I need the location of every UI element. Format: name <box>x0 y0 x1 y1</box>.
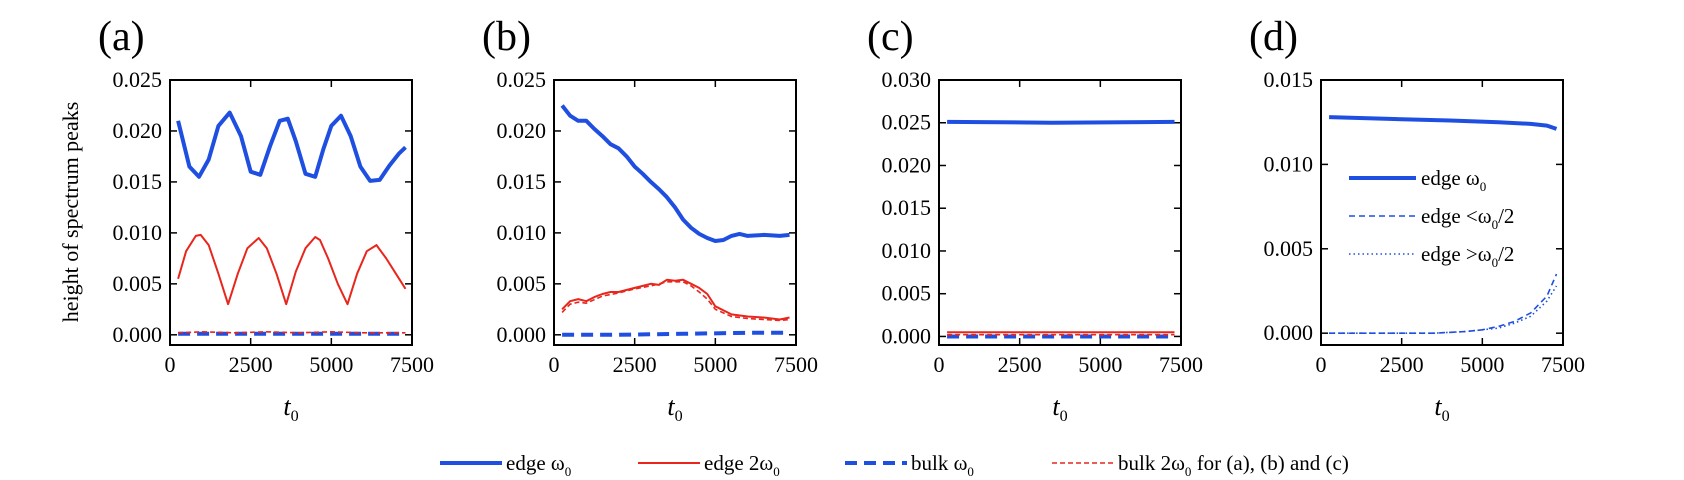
x-tick-label: 5000 <box>693 352 737 377</box>
y-tick-label: 0.000 <box>113 322 163 347</box>
x-tick-label: 0 <box>1316 352 1327 377</box>
legend-label: edge >ω0/2 <box>1421 242 1514 270</box>
y-tick-label: 0.015 <box>113 169 163 194</box>
plot-frame <box>553 79 797 346</box>
panel-d: (d) 0.000 0.005 0.010 0.015 0 2500 5000 7500 t0 ed… <box>1249 14 1585 425</box>
plot-frame <box>1320 79 1564 346</box>
x-tick-label: 7500 <box>1541 352 1585 377</box>
plot-frame <box>169 79 413 346</box>
series-line <box>176 110 407 183</box>
y-tick-label: 0.000 <box>1264 320 1314 345</box>
series-line <box>561 281 790 322</box>
panels: (a) 0.000 0.005 0.010 0.015 0.020 0.025 0 2500 50… <box>98 14 1585 425</box>
y-tick-label: 0.000 <box>497 322 547 347</box>
y-tick-label: 0.005 <box>497 271 547 296</box>
bottom-legend: edge ω0 edge 2ω0 bulk ω0 bulk 2ω0 for (a), … <box>440 451 1349 479</box>
y-tick-label: 0.030 <box>882 67 932 92</box>
y-tick-label: 0.010 <box>497 220 547 245</box>
y-tick-label: 0.010 <box>113 220 163 245</box>
panel-legend: edge ω0 edge <ω0/2 edge >ω0/2 <box>1349 166 1514 270</box>
x-axis-label: t0 <box>1052 392 1067 425</box>
y-tick-label: 0.020 <box>882 152 932 177</box>
y-tick-label: 0.025 <box>497 67 547 92</box>
y-tick-label: 0.025 <box>882 110 932 135</box>
series-line <box>562 330 790 337</box>
x-tick-label: 5000 <box>309 352 353 377</box>
x-axis-label: t0 <box>1434 392 1449 425</box>
legend-label: edge ω0 <box>506 451 572 479</box>
panel-b: (b) 0.000 0.005 0.010 0.015 0.020 0.025 0 2500 50… <box>482 14 818 425</box>
series-line <box>560 104 790 243</box>
y-tick-label: 0.010 <box>1264 151 1314 176</box>
panel-label: (c) <box>867 14 914 60</box>
x-axis-label: t0 <box>283 392 298 425</box>
x-tick-label: 2500 <box>613 352 657 377</box>
x-tick-label: 0 <box>934 352 945 377</box>
y-axis-label: height of spectrum peaks <box>58 102 83 323</box>
legend-label: edge <ω0/2 <box>1421 204 1514 232</box>
series-line <box>561 278 790 321</box>
panel-label: (b) <box>482 14 531 60</box>
series-line <box>178 331 406 334</box>
legend-label: bulk 2ω0 for (a), (b) and (c) <box>1118 451 1349 479</box>
x-tick-label: 2500 <box>998 352 1042 377</box>
x-tick-label: 2500 <box>229 352 273 377</box>
x-tick-label: 5000 <box>1460 352 1504 377</box>
y-tick-label: 0.015 <box>497 169 547 194</box>
series-line <box>1329 285 1558 334</box>
panel-label: (a) <box>98 14 145 60</box>
legend-label: edge ω0 <box>1421 166 1487 194</box>
series-line <box>947 119 1175 125</box>
y-tick-label: 0.015 <box>882 195 932 220</box>
x-tick-label: 0 <box>549 352 560 377</box>
y-tick-label: 0.000 <box>882 323 932 348</box>
y-tick-label: 0.020 <box>113 118 163 143</box>
panel-c: (c) 0.000 0.005 0.010 0.015 0.020 0.025 0.030 0 2… <box>867 14 1203 425</box>
x-tick-label: 7500 <box>1159 352 1203 377</box>
y-tick-label: 0.005 <box>882 281 932 306</box>
y-tick-label: 0.010 <box>882 238 932 263</box>
x-tick-label: 2500 <box>1380 352 1424 377</box>
series-line <box>177 233 407 306</box>
x-tick-label: 7500 <box>390 352 434 377</box>
panel-label: (d) <box>1249 14 1298 60</box>
series-line <box>1329 273 1558 334</box>
x-tick-label: 0 <box>165 352 176 377</box>
x-tick-label: 5000 <box>1078 352 1122 377</box>
legend-label: bulk ω0 <box>911 451 974 479</box>
series-line <box>1329 115 1558 131</box>
y-tick-label: 0.025 <box>113 67 163 92</box>
panel-a: (a) 0.000 0.005 0.010 0.015 0.020 0.025 0 2500 50… <box>98 14 434 425</box>
legend-label: edge 2ω0 <box>704 451 780 479</box>
y-tick-label: 0.005 <box>113 271 163 296</box>
x-axis-label: t0 <box>667 392 682 425</box>
x-tick-label: 7500 <box>774 352 818 377</box>
y-tick-label: 0.020 <box>497 118 547 143</box>
y-tick-label: 0.005 <box>1264 236 1314 261</box>
y-tick-label: 0.015 <box>1264 67 1314 92</box>
plot-frame <box>938 79 1182 346</box>
